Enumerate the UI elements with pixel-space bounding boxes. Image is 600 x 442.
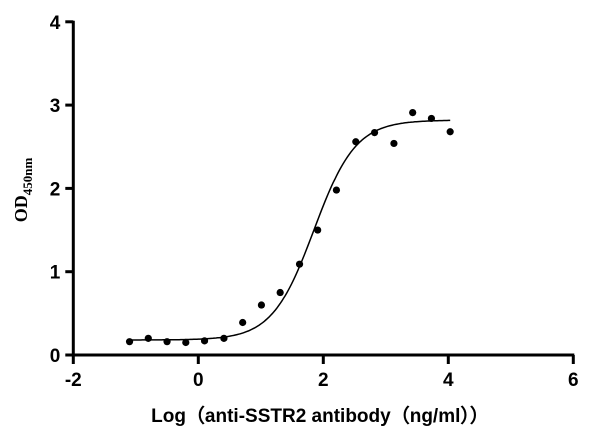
data-point xyxy=(144,334,152,342)
data-point xyxy=(239,318,247,327)
y-tick-label: 0 xyxy=(50,346,61,367)
x-tick-label: 0 xyxy=(193,370,204,391)
y-tick-label: 4 xyxy=(50,13,61,34)
data-point xyxy=(276,288,284,297)
x-tick-label: 4 xyxy=(443,370,454,391)
data-point xyxy=(220,334,228,342)
data-point xyxy=(257,301,266,309)
data-point xyxy=(409,108,417,117)
data-point xyxy=(200,337,209,345)
data-point xyxy=(314,226,322,234)
x-tick-label: 2 xyxy=(318,370,329,391)
y-axis-label: OD450nm xyxy=(11,158,35,223)
data-point xyxy=(163,338,171,346)
x-tick-label: 6 xyxy=(568,370,579,391)
data-points xyxy=(125,108,454,347)
x-axis-label: Log（anti-SSTR2 antibody（ng/ml）） xyxy=(151,404,489,427)
data-point xyxy=(332,186,341,194)
data-point xyxy=(427,114,436,123)
data-point xyxy=(390,139,398,148)
x-tick-label: -2 xyxy=(65,370,82,391)
data-point xyxy=(295,260,304,268)
y-tick-label: 2 xyxy=(50,179,61,200)
fit-curve xyxy=(129,119,451,341)
data-point xyxy=(446,128,454,136)
data-point xyxy=(352,138,360,146)
y-tick-label: 3 xyxy=(50,96,61,117)
y-tick-label: 1 xyxy=(50,263,61,284)
data-point xyxy=(182,338,190,347)
data-point xyxy=(370,128,379,137)
data-point xyxy=(125,338,134,346)
